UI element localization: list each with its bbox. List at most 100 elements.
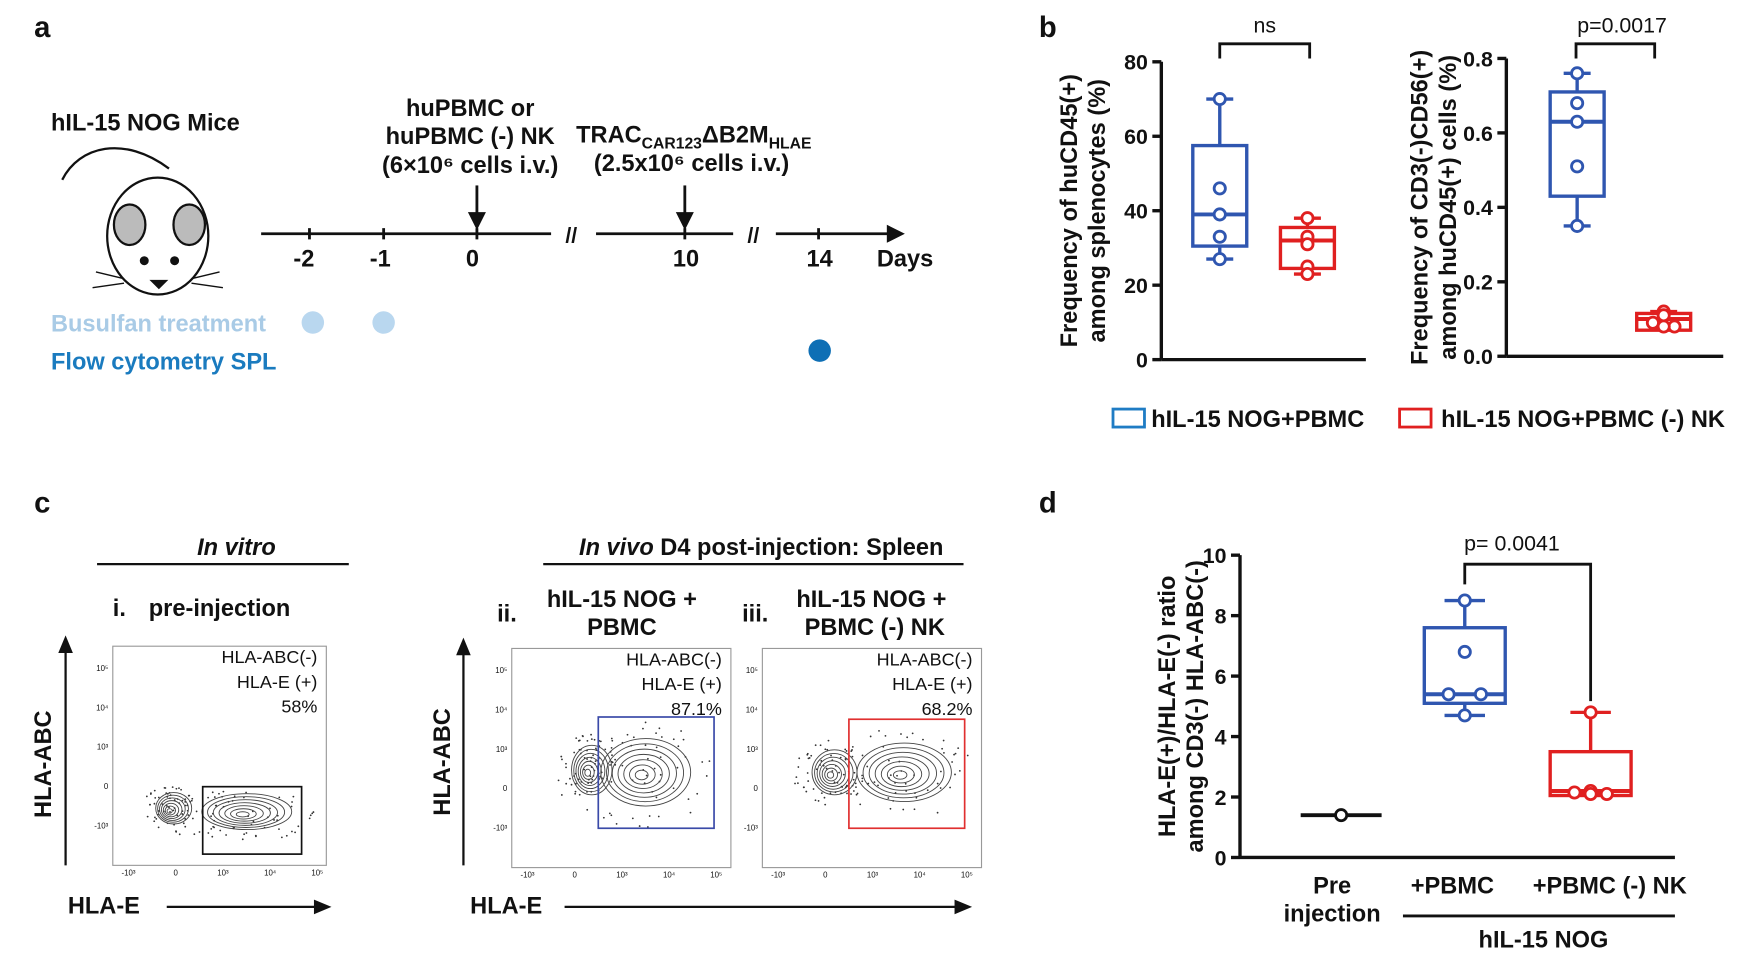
plot-title: hIL-15 NOG + [796,587,946,613]
event-dot [595,747,597,750]
data-point [1599,786,1614,802]
data-point [1212,92,1227,107]
contour [826,771,835,779]
event-dot [154,797,157,799]
event-dot [574,792,577,795]
event-dot [169,810,171,813]
event-dot [222,790,225,793]
y-tick-label: -10³ [94,821,108,830]
flow-plot: 10⁵ 10⁴ 10³ 0 -10³ -10³ 0 10³ 10⁴ 10⁵ HLA-ABC(-) HL… [94,645,327,877]
event-dot [184,825,187,828]
chart-b-right: 0.0 0.2 0.4 0.6 0.8 Frequency of CD3(-)CD56(+… [1408,14,1724,369]
data-point [1473,687,1488,702]
y-tick-label: 10³ [97,743,109,752]
y-axis-label: Frequency of huCD45(+) [1057,74,1083,347]
event-dot [198,831,201,833]
event-dot [819,744,822,747]
event-dot [850,793,852,795]
event-dot [680,730,682,732]
box [1422,626,1507,705]
x-tick-label: 10³ [616,871,628,880]
flow-plot: 10⁵ 10⁴ 10³ 0 -10³ -10³ 0 10³ 10⁴ 10⁵ HLA-ABC(-) HL… [744,647,983,880]
event-dot [586,739,589,742]
event-dot [829,792,832,795]
data-point [1212,181,1227,196]
event-dot [861,780,864,783]
y-tick-label: 0.8 [1463,47,1493,71]
event-dot [149,793,152,795]
category-label: +PBMC (-) NK [1533,873,1687,899]
event-dot [610,814,613,817]
plot-roman: i. [113,596,126,622]
event-dot [154,816,156,819]
event-dot [610,747,613,749]
event-dot [241,838,244,841]
event-dot [824,748,827,751]
y-tick-label: 10⁵ [96,664,108,673]
contour [201,793,293,831]
contour [159,797,186,821]
plot-title: PBMC (-) NK [805,615,945,641]
significance-label: ns [1253,14,1276,38]
event-dot [889,774,892,777]
flow-dot [808,339,831,362]
event-dot [609,764,611,766]
contour [824,767,839,782]
y-tick-label: 0.2 [1463,271,1493,295]
x-tick-label: 10⁴ [663,871,675,880]
event-dot [583,768,586,771]
event-dot [631,817,634,820]
x-tick-label: 10⁵ [961,871,973,880]
event-dot [611,761,614,764]
in-vitro-heading: In vitro [197,535,276,561]
busulfan-label: Busulfan treatment [51,312,266,338]
event-dot [820,792,823,795]
contour [157,794,189,823]
y-axis-label-hla-abc: HLA-ABC [31,710,57,817]
timeline [261,185,905,243]
event-dot [168,806,170,809]
y-tick-label: 40 [1124,200,1148,224]
y-axis-label: Frequency of CD3(-)CD56(+) [1408,50,1434,365]
x-tick-label: 10⁴ [914,871,926,880]
event-dot [594,760,597,763]
contour [600,738,692,807]
event-dot [215,804,218,807]
significance-bracket [1463,562,1593,702]
event-dot [806,753,809,756]
event-dot [833,781,836,784]
y-tick-label: 10⁴ [495,706,507,715]
event-dot [807,757,810,760]
event-dot [855,793,858,796]
y-tick-label: 8 [1215,605,1227,629]
data-point [1570,218,1585,233]
event-dot [593,738,596,741]
event-dot [884,734,887,737]
event-dot [181,813,184,815]
event-dot [560,755,563,758]
event-dot [859,803,862,806]
y-tick-label: 0 [753,784,758,793]
event-dot [615,822,618,825]
event-dot [180,788,182,791]
event-dot [660,736,663,738]
contour [623,759,663,789]
contour [224,805,264,822]
y-tick-label: 60 [1124,125,1148,149]
event-dot [611,754,613,757]
event-dot [941,747,944,750]
y-tick-label: 10 [1203,544,1227,568]
event-dot [153,789,156,792]
significance-bracket [1218,42,1312,59]
event-dot [839,756,842,759]
flow-plot: 10⁵ 10⁴ 10³ 0 -10³ -10³ 0 10³ 10⁴ 10⁵ HLA-ABC(-) HL… [493,647,732,880]
contour [856,742,952,802]
data-point [1300,211,1315,226]
event-dot [193,833,196,836]
day-label: -2 [293,246,314,272]
y-tick-label: -10³ [493,824,507,833]
legend-swatch-nk [1398,407,1433,429]
gate-label: HLA-ABC(-) [626,649,722,669]
contour [575,752,606,790]
mouse-icon [61,147,224,296]
